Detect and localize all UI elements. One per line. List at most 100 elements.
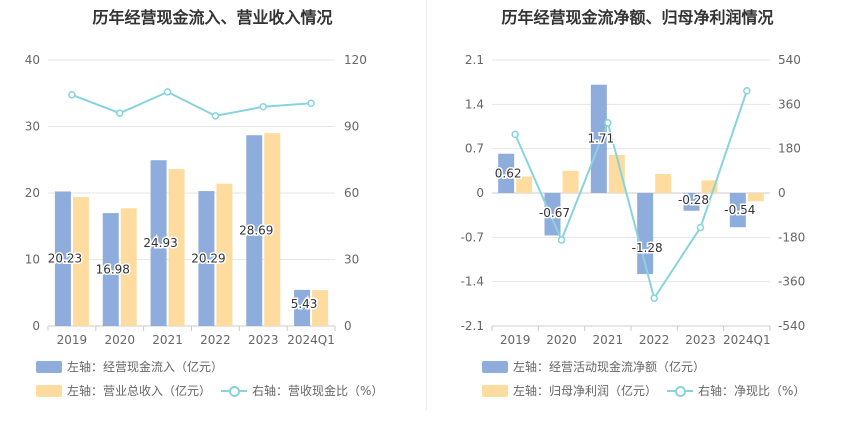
legend-swatch [482, 361, 508, 373]
data-label: 16.98 [96, 263, 130, 277]
x-axis-tick-label: 2023 [685, 333, 716, 347]
legend-item[interactable]: 右轴：营收现金比（%） [221, 383, 383, 399]
x-axis-tick-label: 2022 [639, 333, 670, 347]
data-label: 1.71 [587, 132, 614, 146]
bar-secondary [72, 196, 89, 326]
line-point [163, 88, 172, 96]
left-axis-tick-label: 40 [25, 53, 40, 67]
left-axis-tick-label: 0 [476, 186, 484, 200]
legend-item[interactable]: 左轴：经营活动现金流净额（亿元） [482, 359, 705, 375]
right-axis-tick-label: 540 [778, 53, 801, 67]
bar-primary [637, 193, 654, 275]
bar-primary [498, 153, 515, 193]
data-label: -0.54 [724, 203, 755, 217]
bar-secondary [608, 155, 625, 193]
chart-title: 历年经营现金流净额、归母净利润情况 [501, 8, 774, 27]
right-axis-tick-label: 0 [344, 319, 352, 333]
x-axis-tick-label: 2023 [248, 333, 279, 347]
bar-primary [544, 193, 561, 236]
bar-primary [246, 135, 263, 326]
bar-secondary [312, 290, 329, 326]
legend-row: 左轴：归母净利润（亿元） 右轴：净现比（%） [482, 383, 815, 399]
x-axis-tick-label: 2024Q1 [287, 333, 335, 347]
right-axis-tick-label: 30 [344, 253, 359, 267]
legend-swatch [221, 385, 248, 397]
legend-item[interactable]: 右轴：净现比（%） [667, 383, 805, 399]
right-axis-tick-label: 180 [778, 142, 801, 156]
data-label: 20.29 [191, 252, 225, 266]
line-point [259, 103, 267, 111]
line-point [307, 99, 315, 107]
bar-secondary [747, 193, 764, 202]
right-axis-tick-label: 0 [778, 186, 786, 200]
data-label: 24.93 [143, 236, 177, 250]
right-axis-tick-label: 60 [344, 186, 359, 200]
data-label: 0.62 [495, 167, 522, 181]
bar-primary [102, 213, 119, 326]
series-line [514, 90, 748, 301]
legend-row: 左轴：营业总收入（亿元） 右轴：营收现金比（%） [36, 383, 393, 399]
series-line [71, 90, 312, 117]
right-axis-tick-label: -180 [778, 230, 805, 244]
left-axis-tick-label: -2.1 [461, 319, 484, 333]
legend-item[interactable]: 左轴：归母净利润（亿元） [482, 383, 657, 399]
chart-plot-area: -2.1 -1.4 -0.7 0 0.7 1.4 2.1 -540 -360 -180 0 180 36… [461, 53, 806, 347]
bar-primary [590, 84, 607, 193]
legend-swatch [36, 361, 62, 373]
line-point [68, 91, 76, 99]
legend-row: 左轴：经营现金流入（亿元） [36, 359, 233, 375]
right-axis-tick-label: 120 [344, 53, 367, 67]
legend-label: 右轴：营收现金比（%） [252, 384, 384, 398]
data-label: -0.67 [539, 206, 570, 220]
left-axis-tick-label: 2.1 [465, 53, 484, 67]
left-axis-tick-label: -0.7 [461, 230, 484, 244]
bar-secondary [168, 169, 185, 326]
chart-panel-cashflow-revenue: 历年经营现金流入、营业收入情况 0 10 20 30 40 0 30 60 90 120 2019 2… [25, 8, 393, 399]
x-axis-tick-label: 2020 [546, 333, 577, 347]
left-axis-tick-label: 30 [25, 120, 40, 134]
bar-primary [198, 191, 215, 326]
data-label: 28.69 [239, 224, 273, 238]
x-axis-tick-label: 2019 [57, 333, 88, 347]
legend-label: 左轴：经营现金流入（亿元） [67, 360, 224, 374]
data-label: -1.28 [632, 241, 663, 255]
legend-label: 右轴：净现比（%） [698, 384, 806, 398]
bar-primary [729, 193, 746, 228]
chart-title: 历年经营现金流入、营业收入情况 [92, 8, 333, 27]
legend-swatch [36, 385, 62, 397]
right-axis-tick-label: -360 [778, 275, 805, 289]
x-axis-tick-label: 2021 [152, 333, 183, 347]
line-point [696, 223, 705, 232]
right-axis-tick-label: -540 [778, 319, 805, 333]
panel-divider [426, 0, 427, 410]
legend-swatch [667, 385, 694, 397]
bar-secondary [516, 176, 533, 193]
legend-item[interactable]: 左轴：经营现金流入（亿元） [36, 359, 223, 375]
bar-secondary [562, 170, 579, 193]
chart-plot-area: 0 10 20 30 40 0 30 60 90 120 2019 2020 2021 2022 2023 2… [25, 53, 367, 347]
legend-item[interactable]: 左轴：营业总收入（亿元） [36, 383, 211, 399]
left-axis-tick-label: 0.7 [465, 142, 484, 156]
left-axis-tick-label: 10 [25, 253, 40, 267]
legend-label: 左轴：归母净利润（亿元） [513, 384, 658, 398]
left-axis-tick-label: -1.4 [461, 275, 484, 289]
line-point [211, 112, 220, 120]
x-axis-tick-label: 2021 [593, 333, 624, 347]
line-point [604, 119, 612, 127]
x-axis-tick-label: 2019 [500, 333, 531, 347]
bar-secondary [655, 174, 672, 193]
x-axis-tick-label: 2022 [200, 333, 231, 347]
legend-label: 左轴：营业总收入（亿元） [67, 384, 212, 398]
legend-swatch [482, 385, 508, 397]
x-axis-tick-label: 2024Q1 [723, 333, 771, 347]
line-point [650, 294, 658, 302]
bar-primary [54, 191, 71, 326]
left-axis-tick-label: 0 [32, 319, 40, 333]
left-axis-tick-label: 20 [25, 186, 40, 200]
legend-label: 左轴：经营活动现金流净额（亿元） [513, 360, 706, 374]
bar-primary [150, 160, 167, 326]
right-axis-tick-label: 90 [344, 120, 359, 134]
bar-primary [294, 289, 311, 326]
line-point [743, 87, 751, 95]
legend-row: 左轴：经营活动现金流净额（亿元） [482, 359, 715, 375]
